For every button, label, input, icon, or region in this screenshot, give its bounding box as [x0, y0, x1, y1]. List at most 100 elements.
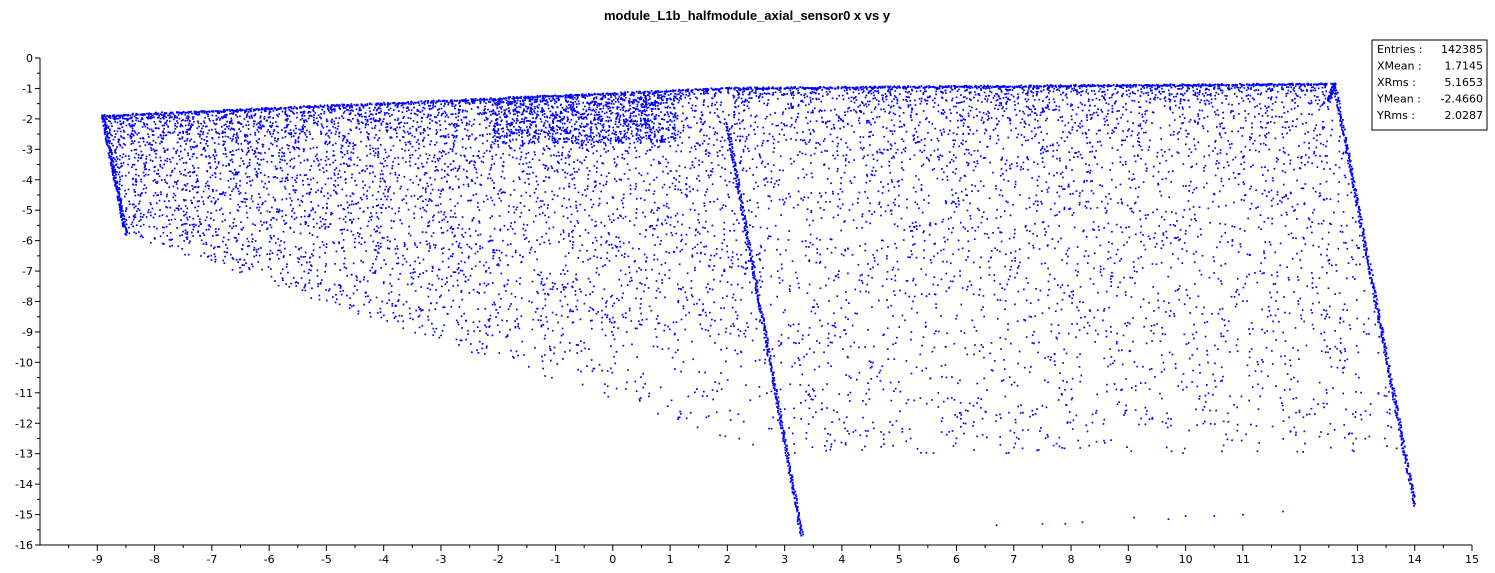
- data-point: [638, 267, 641, 269]
- data-point: [629, 193, 632, 195]
- data-point: [512, 180, 515, 183]
- data-point: [307, 215, 310, 218]
- data-point: [153, 113, 155, 115]
- data-point: [246, 216, 249, 219]
- data-point: [567, 138, 569, 141]
- data-point: [350, 176, 353, 179]
- data-point: [289, 254, 291, 256]
- data-point: [652, 345, 655, 348]
- data-point: [355, 184, 358, 186]
- data-point: [272, 117, 274, 119]
- data-point: [228, 125, 230, 128]
- data-point: [207, 162, 210, 165]
- data-point: [153, 225, 156, 228]
- data-point: [184, 169, 186, 171]
- data-point: [418, 143, 420, 145]
- data-point: [184, 223, 186, 225]
- data-point: [205, 241, 207, 244]
- data-point: [155, 156, 157, 159]
- data-point: [224, 191, 227, 194]
- data-point: [633, 260, 636, 263]
- data-point: [160, 193, 162, 196]
- data-point: [416, 246, 418, 248]
- data-point: [587, 178, 590, 180]
- data-point: [616, 108, 619, 110]
- data-point: [498, 215, 501, 217]
- data-point: [252, 223, 254, 225]
- data-point: [429, 177, 432, 179]
- data-point: [543, 149, 546, 151]
- data-point: [364, 124, 367, 126]
- data-point: [654, 92, 657, 94]
- data-point: [427, 115, 430, 118]
- data-point: [259, 172, 262, 174]
- data-point: [622, 206, 625, 209]
- data-point: [653, 201, 656, 204]
- data-point: [601, 97, 604, 100]
- data-point: [299, 232, 302, 235]
- data-point: [199, 142, 202, 144]
- data-point: [316, 122, 318, 125]
- data-point: [542, 96, 545, 99]
- data-point: [403, 175, 406, 178]
- data-point: [419, 125, 422, 128]
- data-point: [338, 303, 341, 306]
- data-point: [140, 180, 143, 183]
- data-point: [207, 110, 210, 113]
- data-point: [676, 93, 678, 96]
- data-point: [318, 227, 321, 229]
- data-point: [563, 197, 565, 200]
- data-point: [255, 170, 258, 173]
- data-point: [325, 140, 328, 143]
- data-point: [526, 173, 528, 175]
- data-point: [124, 117, 127, 120]
- data-point: [723, 221, 726, 224]
- data-point: [423, 128, 425, 130]
- data-point: [631, 101, 634, 104]
- data-point: [713, 112, 716, 114]
- data-point: [596, 160, 598, 163]
- data-point: [461, 298, 464, 301]
- data-point: [563, 288, 565, 291]
- data-point: [456, 125, 458, 127]
- data-point: [109, 140, 111, 142]
- data-point: [181, 136, 184, 138]
- data-point: [624, 253, 626, 255]
- data-point: [319, 246, 321, 249]
- data-point: [439, 296, 441, 298]
- data-point: [525, 96, 528, 99]
- data-point: [191, 188, 194, 190]
- data-point: [181, 248, 183, 250]
- data-point: [269, 211, 271, 213]
- data-point: [272, 176, 275, 179]
- data-point: [191, 155, 194, 158]
- data-point: [591, 138, 594, 140]
- data-point: [260, 152, 262, 155]
- data-point: [214, 260, 217, 263]
- data-point: [550, 154, 552, 157]
- data-point: [295, 181, 297, 183]
- data-point: [364, 184, 366, 187]
- data-point: [361, 198, 363, 201]
- data-point: [647, 94, 650, 96]
- data-point: [257, 248, 260, 250]
- data-point: [205, 182, 207, 185]
- data-point: [287, 173, 289, 176]
- data-point: [310, 115, 313, 117]
- data-point: [434, 161, 437, 163]
- data-point: [139, 225, 142, 228]
- data-point: [489, 122, 491, 124]
- data-point: [166, 193, 168, 196]
- data-point: [591, 218, 593, 221]
- data-point: [657, 206, 659, 209]
- data-point: [363, 115, 366, 118]
- data-point: [184, 184, 187, 187]
- data-point: [117, 117, 120, 120]
- data-point: [167, 125, 169, 128]
- data-point: [640, 268, 642, 271]
- data-point: [705, 416, 708, 419]
- data-point: [586, 167, 589, 169]
- data-point: [544, 96, 547, 98]
- data-point: [241, 150, 244, 153]
- data-point: [153, 121, 156, 123]
